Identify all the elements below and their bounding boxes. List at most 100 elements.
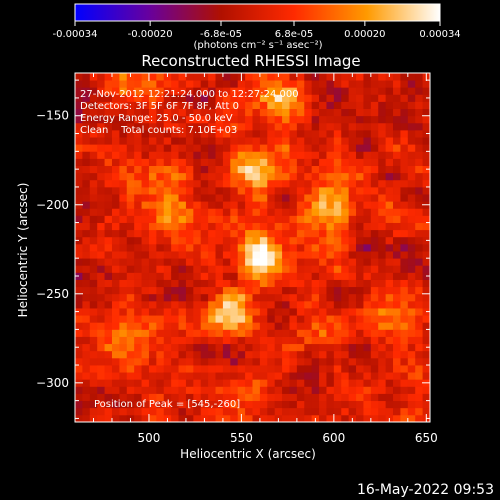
heatmap-cell (141, 201, 150, 209)
heatmap-cell (289, 208, 298, 216)
heatmap-cell (237, 407, 246, 416)
heatmap-cell (304, 265, 313, 273)
heatmap-cell (311, 357, 320, 366)
heatmap-cell (178, 179, 187, 188)
heatmap-cell (245, 279, 253, 288)
heatmap-cell (378, 265, 387, 273)
heatmap-cell (304, 172, 313, 181)
heatmap-cell (274, 343, 283, 352)
heatmap-cell (82, 129, 91, 138)
heatmap-cell (134, 158, 142, 166)
heatmap-cell (208, 158, 216, 166)
heatmap-cell (267, 87, 276, 95)
heatmap-cell (319, 172, 327, 181)
heatmap-cell (304, 357, 313, 366)
heatmap-cell (259, 122, 268, 131)
heatmap-cell (341, 407, 350, 416)
heatmap-cell (230, 186, 239, 195)
heatmap-cell (75, 251, 83, 259)
heatmap-cell (415, 144, 424, 152)
render-timestamp: 16-May-2022 09:53 (357, 482, 494, 498)
heatmap-cell (282, 272, 290, 280)
heatmap-cell (296, 357, 305, 366)
heatmap-cell (185, 158, 194, 166)
heatmap-cell (104, 279, 113, 288)
heatmap-cell (252, 343, 261, 352)
heatmap-cell (171, 101, 179, 110)
heatmap-cell (222, 201, 231, 209)
heatmap-cell (200, 365, 209, 373)
heatmap-cell (97, 350, 105, 359)
heatmap-cell (393, 258, 401, 266)
heatmap-cell (163, 179, 172, 188)
heatmap-cell (348, 108, 357, 117)
heatmap-cell (222, 265, 231, 273)
heatmap-cell (415, 393, 424, 402)
heatmap-cell (385, 179, 394, 188)
heatmap-cell (356, 393, 364, 402)
heatmap-cell (319, 158, 327, 166)
heatmap-cell (230, 329, 239, 337)
heatmap-cell (178, 414, 187, 422)
heatmap-cell (378, 179, 387, 188)
heatmap-cell (311, 300, 320, 309)
heatmap-cell (215, 201, 224, 209)
heatmap-cell (97, 365, 105, 373)
heatmap-cell (252, 414, 261, 422)
heatmap-cell (126, 322, 135, 330)
heatmap-cell (222, 73, 231, 81)
heatmap-cell (230, 336, 239, 345)
heatmap-cell (378, 73, 387, 81)
heatmap-cell (341, 400, 350, 409)
heatmap-cell (245, 208, 253, 216)
heatmap-cell (422, 357, 430, 366)
heatmap-cell (126, 115, 135, 124)
heatmap-cell (400, 379, 409, 387)
heatmap-cell (193, 372, 202, 380)
heatmap-cell (208, 286, 216, 295)
heatmap-cell (222, 279, 231, 288)
heatmap-cell (126, 129, 135, 138)
heatmap-cell (319, 73, 327, 81)
heatmap-cell (208, 265, 216, 273)
heatmap-cell (245, 286, 253, 295)
heatmap-cell (193, 407, 202, 416)
heatmap-cell (267, 279, 276, 288)
heatmap-cell (245, 251, 253, 259)
heatmap-cell (356, 122, 364, 131)
heatmap-cell (82, 144, 91, 152)
heatmap-cell (356, 293, 364, 302)
heatmap-cell (119, 329, 128, 337)
heatmap-cell (119, 300, 128, 309)
heatmap-cell (363, 215, 372, 223)
heatmap-cell (97, 272, 105, 280)
heatmap-cell (407, 293, 416, 302)
heatmap-cell (163, 236, 172, 245)
heatmap-cell (193, 215, 202, 223)
heatmap-cell (222, 94, 231, 102)
heatmap-cell (304, 251, 313, 259)
heatmap-cell (356, 87, 364, 95)
heatmap-cell (267, 293, 276, 302)
heatmap-cell (341, 122, 350, 131)
heatmap-cell (370, 172, 379, 181)
heatmap-cell (356, 129, 364, 138)
heatmap-cell (407, 222, 416, 231)
heatmap-cell (163, 286, 172, 295)
heatmap-cell (385, 108, 394, 117)
heatmap-cell (163, 122, 172, 131)
heatmap-cell (104, 372, 113, 380)
heatmap-cell (141, 73, 150, 81)
heatmap-cell (422, 115, 430, 124)
heatmap-cell (237, 293, 246, 302)
heatmap-cell (363, 350, 372, 359)
heatmap-cell (333, 80, 342, 88)
heatmap-cell (237, 272, 246, 280)
heatmap-cell (148, 94, 157, 102)
heatmap-cell (134, 194, 142, 202)
heatmap-cell (245, 122, 253, 131)
heatmap-cell (178, 386, 187, 394)
heatmap-cell (341, 336, 350, 345)
heatmap-cell (311, 243, 320, 252)
heatmap-cell (171, 208, 179, 216)
